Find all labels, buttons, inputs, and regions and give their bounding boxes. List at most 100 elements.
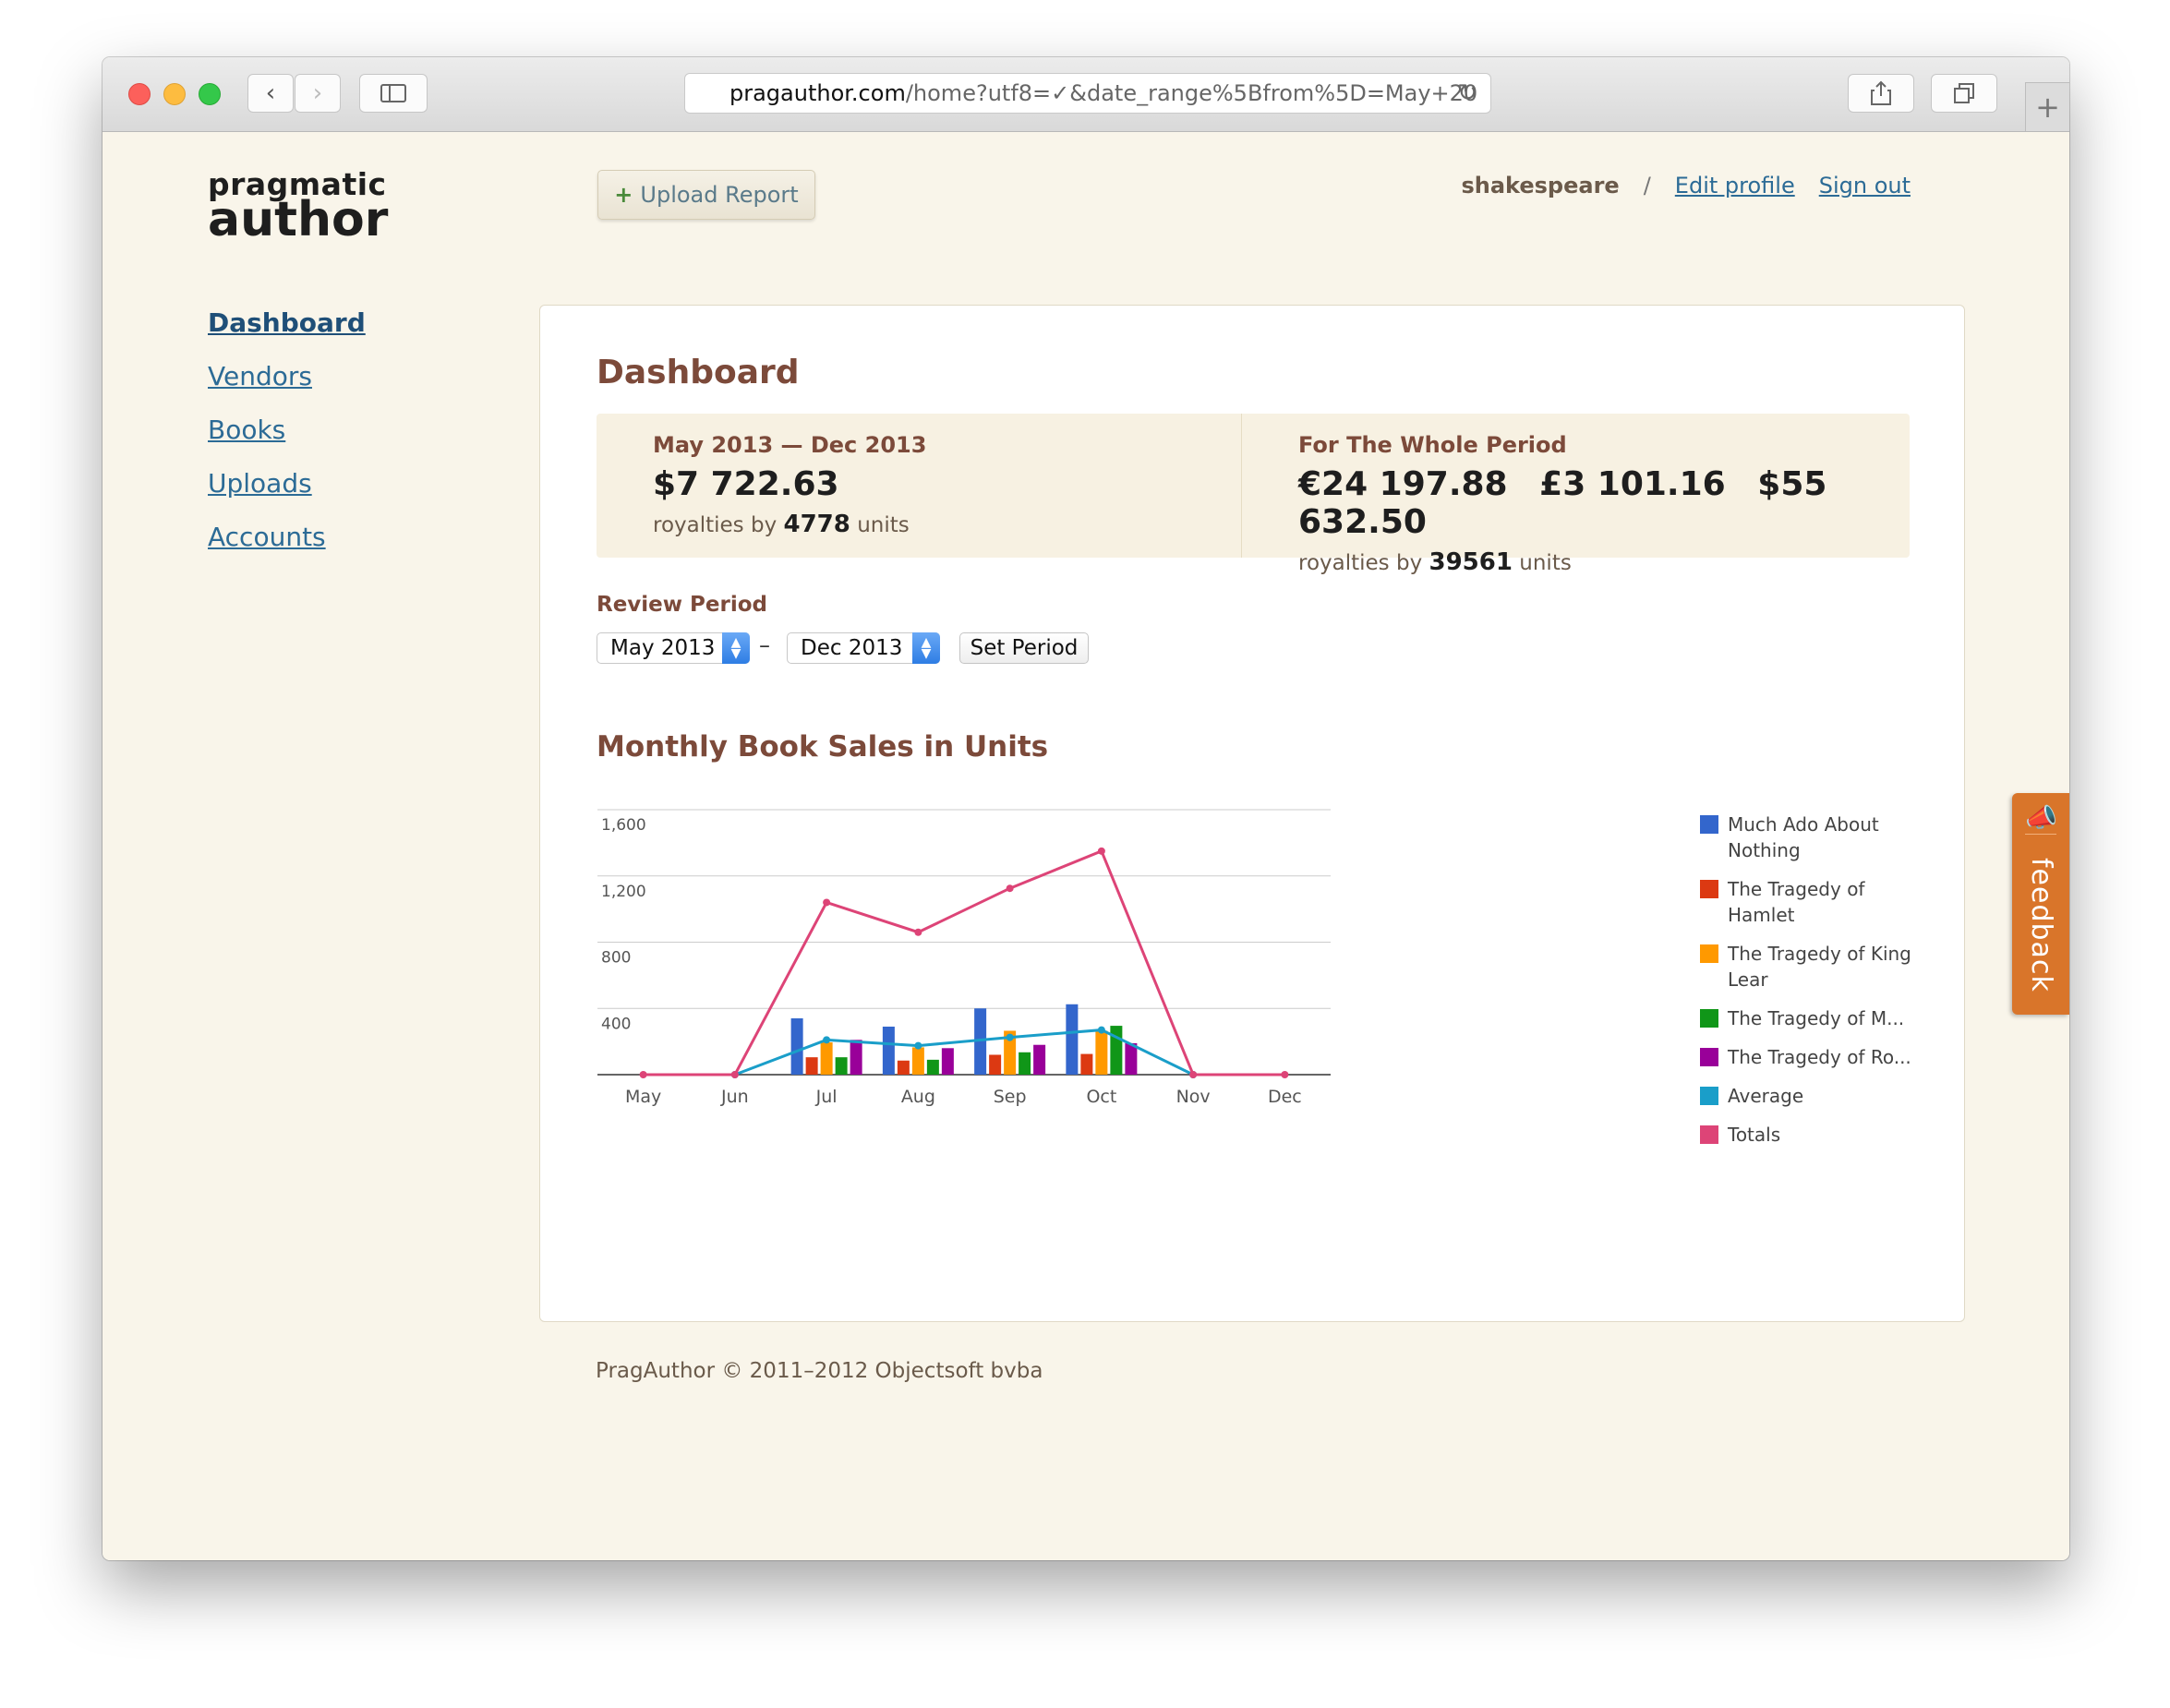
whole-period-royalties: €24 197.88 £3 101.16 $55 632.50 <box>1298 465 1910 541</box>
sidebar-item-accounts[interactable]: Accounts <box>208 522 326 552</box>
browser-toolbar: ‹ › pragauthor.com/home?utf8=✓&date_rang… <box>102 57 2069 132</box>
y-tick-label: 1,200 <box>601 883 646 901</box>
page-content: pragmatic author Dashboard Vendors Books… <box>102 132 2069 1560</box>
upload-report-button[interactable]: + Upload Report <box>597 170 815 220</box>
legend-item: The Tragedy of Ro... <box>1700 1044 1912 1070</box>
review-period-label: Review Period <box>597 593 767 617</box>
series-point <box>1006 1033 1014 1041</box>
legend-label: Much Ado About Nothing <box>1728 813 1879 861</box>
chart-bar <box>1095 1030 1108 1075</box>
chart-bar <box>897 1060 910 1075</box>
series-point <box>1097 847 1105 855</box>
whole-units-line: royalties by 39561 units <box>1298 548 1910 576</box>
feedback-tab[interactable]: 📣 feedback <box>2012 793 2069 1015</box>
sidebar-item-books[interactable]: Books <box>208 415 286 445</box>
y-tick-label: 1,600 <box>601 816 646 835</box>
logo[interactable]: pragmatic author <box>208 169 388 244</box>
period-to-value: Dec 2013 <box>801 636 903 660</box>
chart-bar <box>805 1057 818 1075</box>
legend-label: The Tragedy of King Lear <box>1728 943 1911 991</box>
royalties-usd: $55 632.50 <box>1298 465 1827 541</box>
monthly-sales-chart: 400 800 1,200 1,600 May Jun Jul Aug Sep Oct Nov Dec <box>597 809 1331 1107</box>
legend-item: The Tragedy of M... <box>1700 1005 1912 1031</box>
share-button[interactable] <box>1848 74 1914 113</box>
chart-bar <box>1125 1042 1138 1075</box>
sidebar-item-uploads[interactable]: Uploads <box>208 468 312 499</box>
set-period-button[interactable]: Set Period <box>959 632 1089 664</box>
series-point <box>823 898 831 907</box>
legend-swatch <box>1700 1048 1718 1066</box>
legend-item: The Tragedy of King Lear <box>1700 941 1912 992</box>
chart-bar <box>1019 1052 1031 1075</box>
dashboard-card: Dashboard May 2013 — Dec 2013 $7 722.63 … <box>539 305 1965 1322</box>
series-point <box>1189 1071 1198 1078</box>
sidebar-item-vendors[interactable]: Vendors <box>208 361 312 391</box>
series-line <box>734 1028 1194 1077</box>
sign-out-link[interactable]: Sign out <box>1818 173 1911 198</box>
chart-bar <box>882 1026 895 1075</box>
x-tick-label: Nov <box>1176 1087 1211 1107</box>
x-tick-label: Aug <box>901 1087 935 1107</box>
legend-label: The Tragedy of Hamlet <box>1728 878 1865 926</box>
royalties-gbp: £3 101.16 <box>1539 465 1726 503</box>
close-window-button[interactable] <box>128 83 151 105</box>
period-units-suffix: units <box>857 513 910 537</box>
legend-item: The Tragedy of Hamlet <box>1700 876 1912 928</box>
sidebar-icon <box>380 84 406 102</box>
back-button[interactable]: ‹ <box>247 74 294 113</box>
legend-swatch <box>1700 1125 1718 1144</box>
royalties-eur: €24 197.88 <box>1298 465 1508 503</box>
url-path: /home?utf8=✓&date_range%5Bfrom%5D=May+20 <box>905 80 1478 106</box>
tabs-overview-button[interactable] <box>1931 74 1997 113</box>
x-tick-label: Dec <box>1268 1087 1302 1107</box>
megaphone-icon: 📣 <box>2025 802 2057 835</box>
chart-bar <box>1066 1004 1079 1075</box>
legend-swatch <box>1700 880 1718 898</box>
upload-report-label: Upload Report <box>640 182 799 208</box>
minimize-window-button[interactable] <box>163 83 186 105</box>
sidebar-nav: Dashboard Vendors Books Uploads Accounts <box>208 296 366 564</box>
chart-bar <box>989 1054 1002 1075</box>
series-point <box>1097 1026 1105 1034</box>
period-from-select[interactable]: May 2013 ▲ ▼ <box>597 632 750 664</box>
feedback-label: feedback <box>2025 858 2057 992</box>
y-tick-label: 400 <box>601 1015 631 1033</box>
url-host: pragauthor.com <box>729 80 906 106</box>
address-bar[interactable]: pragauthor.com/home?utf8=✓&date_range%5B… <box>684 73 1491 114</box>
plus-icon: + <box>2035 90 2060 125</box>
logo-line-2: author <box>208 192 389 247</box>
user-menu: shakespeare / Edit profile Sign out <box>1461 173 1911 198</box>
username: shakespeare <box>1461 173 1620 198</box>
separator: / <box>1643 173 1651 198</box>
forward-button[interactable]: › <box>295 74 341 113</box>
edit-profile-link[interactable]: Edit profile <box>1674 173 1795 198</box>
legend-label: Average <box>1728 1085 1804 1107</box>
period-label: May 2013 — Dec 2013 <box>653 432 927 458</box>
legend-item: Much Ado About Nothing <box>1700 812 1912 863</box>
sidebar-toggle-button[interactable] <box>359 74 428 113</box>
royalties-summary: May 2013 — Dec 2013 $7 722.63 royalties … <box>597 414 1910 576</box>
legend-label: The Tragedy of M... <box>1728 1007 1905 1029</box>
x-tick-label: Sep <box>994 1087 1027 1107</box>
chart-legend: Much Ado About Nothing The Tragedy of Ham… <box>1700 812 1912 1161</box>
sidebar-item-dashboard[interactable]: Dashboard <box>208 307 366 338</box>
reload-icon[interactable]: ↻ <box>1457 79 1477 107</box>
series-point <box>823 1036 831 1044</box>
series-point <box>1281 1071 1289 1078</box>
zoom-window-button[interactable] <box>199 83 221 105</box>
legend-label: Totals <box>1728 1124 1781 1146</box>
period-to-select[interactable]: Dec 2013 ▲ ▼ <box>787 632 940 664</box>
plus-icon: + <box>614 182 633 208</box>
legend-swatch <box>1700 815 1718 834</box>
legend-swatch <box>1700 944 1718 963</box>
x-tick-label: Oct <box>1086 1087 1116 1107</box>
period-from-value: May 2013 <box>610 636 716 660</box>
new-tab-button[interactable]: + <box>2025 82 2069 131</box>
whole-units-prefix: royalties by <box>1298 551 1423 575</box>
period-royalties: $7 722.63 <box>653 465 839 503</box>
x-tick-label: Jun <box>720 1087 749 1107</box>
x-tick-label: Jul <box>815 1087 838 1107</box>
chart-bar <box>820 1042 833 1075</box>
share-icon <box>1871 80 1891 105</box>
chart-bar <box>790 1018 803 1075</box>
